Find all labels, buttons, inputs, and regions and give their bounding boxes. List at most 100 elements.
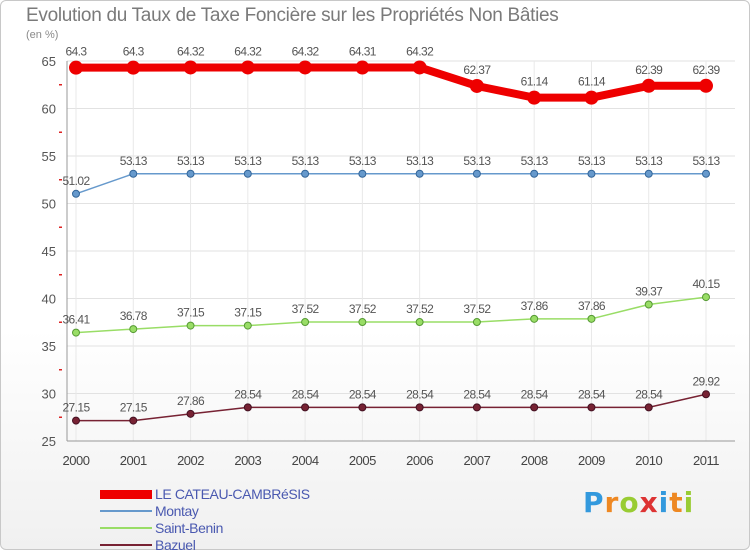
- series-group: [69, 60, 713, 425]
- data-label: 27.86: [177, 394, 205, 408]
- data-point: [243, 321, 252, 330]
- x-tick-label: 2005: [349, 453, 376, 468]
- data-label: 27.15: [120, 401, 148, 415]
- data-point: [702, 169, 710, 178]
- x-tick-label: 2003: [234, 453, 261, 468]
- data-label: 27.15: [62, 401, 90, 415]
- data-point: [415, 403, 424, 412]
- data-label: 37.15: [234, 306, 262, 320]
- x-tick-label: 2009: [578, 453, 605, 468]
- data-point: [472, 318, 481, 327]
- data-label: 28.54: [521, 387, 549, 401]
- data-point: [469, 78, 484, 93]
- data-point: [129, 325, 138, 334]
- data-point: [584, 90, 599, 105]
- data-point: [412, 60, 427, 75]
- data-point: [358, 318, 367, 327]
- data-label: 53.13: [234, 154, 262, 168]
- brand-letter: i: [683, 486, 695, 519]
- data-label: 53.13: [635, 154, 663, 168]
- data-point: [587, 314, 596, 323]
- data-label: 51.02: [62, 174, 90, 188]
- series-line-2: [75, 296, 707, 334]
- brand-letter: x: [639, 486, 659, 519]
- data-point: [472, 169, 481, 178]
- brand-letter: P: [583, 486, 605, 519]
- x-tick-label: 2006: [406, 453, 433, 468]
- data-point: [699, 78, 713, 93]
- data-label: 61.14: [521, 75, 549, 89]
- data-label: 37.86: [578, 299, 606, 313]
- data-label: 28.54: [349, 387, 377, 401]
- data-label: 36.78: [120, 309, 148, 323]
- data-label: 62.39: [635, 63, 663, 77]
- y-tick-label: 65: [42, 54, 56, 69]
- axes: [66, 61, 735, 442]
- data-label: 64.3: [66, 45, 88, 59]
- x-tick-label: 2004: [292, 453, 319, 468]
- data-point: [72, 328, 80, 337]
- legend-swatch: [100, 489, 152, 499]
- data-label: 61.14: [578, 75, 606, 89]
- data-label: 29.92: [692, 374, 720, 388]
- data-point: [72, 189, 80, 198]
- data-point: [69, 60, 83, 75]
- data-point: [129, 169, 138, 178]
- chart-subtitle: (en %): [26, 29, 59, 41]
- grid-lines: [67, 60, 735, 442]
- series-line-0: [72, 63, 710, 102]
- data-point: [240, 60, 255, 75]
- data-point: [530, 169, 539, 178]
- data-label: 28.54: [234, 387, 262, 401]
- data-label: 28.54: [292, 387, 320, 401]
- y-tick-label: 50: [42, 197, 56, 212]
- data-point: [641, 78, 656, 93]
- data-label: 53.13: [463, 154, 491, 168]
- data-label: 64.32: [177, 44, 205, 58]
- legend-swatch: [100, 544, 152, 546]
- legend-swatch: [100, 510, 152, 512]
- data-point: [587, 403, 596, 412]
- data-point: [587, 169, 596, 178]
- axis-ticks: 25 30 35 40 45 50 55 60 65 2000 2001 2002 2003 2004 20…: [42, 54, 720, 468]
- x-tick-label: 2008: [521, 453, 548, 468]
- data-point: [186, 321, 195, 330]
- series-line-3: [75, 393, 707, 422]
- data-point: [644, 169, 653, 178]
- x-tick-label: 2011: [693, 453, 719, 468]
- data-point: [702, 293, 710, 302]
- data-point: [527, 90, 542, 105]
- data-point: [415, 169, 424, 178]
- data-label: 62.39: [692, 63, 720, 77]
- legend-label: Bazuel: [155, 537, 196, 553]
- data-label: 37.52: [463, 302, 491, 316]
- data-label: 62.37: [463, 63, 491, 77]
- brand-letter: t: [669, 486, 684, 519]
- data-label: 39.37: [635, 284, 663, 298]
- data-label: 53.13: [177, 154, 205, 168]
- y-tick-label: 55: [42, 149, 56, 164]
- brand-letter: r: [604, 486, 620, 519]
- data-point: [243, 403, 252, 412]
- data-label: 53.13: [120, 154, 148, 168]
- data-label: 36.41: [62, 313, 90, 327]
- data-labels: 64.3 64.3 64.32 64.32 64.32 64.31 64.32 62.37 61…: [62, 44, 721, 415]
- data-point: [415, 318, 424, 327]
- data-label: 37.52: [349, 302, 377, 316]
- data-label: 37.86: [521, 299, 549, 313]
- data-label: 64.32: [234, 44, 262, 58]
- y-tick-label: 60: [42, 102, 56, 117]
- data-point: [530, 314, 539, 323]
- data-point: [358, 403, 367, 412]
- data-label: 53.13: [292, 154, 320, 168]
- data-label: 53.13: [578, 154, 606, 168]
- data-point: [644, 300, 653, 309]
- legend-swatch: [100, 527, 152, 529]
- data-label: 64.32: [292, 44, 320, 58]
- legend-label: LE CATEAU-CAMBRéSIS: [155, 486, 310, 502]
- y-tick-label: 40: [42, 292, 56, 307]
- data-label: 28.54: [463, 387, 491, 401]
- x-tick-label: 2002: [177, 453, 204, 468]
- data-point: [644, 403, 653, 412]
